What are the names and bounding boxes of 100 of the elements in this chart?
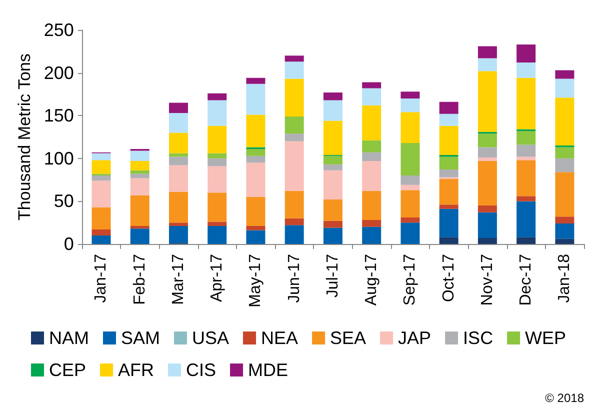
x-tick-label: Nov-17 [478, 254, 496, 306]
legend-label: NAM [49, 328, 89, 348]
bar [284, 218, 304, 226]
bar [168, 192, 188, 223]
bar [362, 88, 382, 106]
bar [555, 223, 574, 239]
bar [400, 184, 420, 190]
bar [516, 196, 536, 202]
bar [400, 217, 420, 223]
legend-label: NEA [261, 328, 298, 348]
bar [516, 78, 536, 130]
bar [439, 204, 458, 209]
bar [130, 160, 150, 170]
y-tick-label: 150 [44, 106, 74, 126]
legend-label: USA [192, 328, 230, 348]
bar [284, 225, 304, 244]
bar [362, 105, 382, 140]
y-tick-label: 0 [64, 234, 74, 254]
bar [400, 176, 420, 185]
bar [168, 222, 188, 226]
bar [208, 126, 227, 154]
bar [284, 62, 304, 79]
y-tick-label: 200 [44, 62, 74, 83]
bar [92, 176, 111, 181]
bar [246, 226, 266, 230]
bar [246, 84, 266, 115]
x-tick-label: Dec-17 [518, 254, 535, 306]
bar [478, 160, 497, 206]
bar [439, 237, 458, 244]
bar [323, 100, 342, 121]
bar [284, 78, 304, 116]
bar [168, 102, 188, 114]
bar [362, 226, 382, 244]
bar [478, 238, 497, 244]
bar [323, 170, 342, 200]
bar [323, 164, 342, 170]
legend-label: CIS [186, 360, 216, 380]
bar [439, 102, 458, 114]
bar [323, 220, 342, 228]
bar [323, 156, 342, 164]
y-tick-label: 50 [54, 191, 74, 212]
bar [555, 147, 574, 158]
bar [246, 230, 266, 244]
y-tick-label: 100 [44, 148, 74, 168]
bar [92, 235, 111, 244]
bar [323, 120, 342, 155]
bar [362, 190, 382, 220]
bar [208, 226, 227, 244]
bar [439, 170, 458, 178]
bar [246, 162, 266, 197]
bar [284, 190, 304, 218]
bar [400, 92, 420, 98]
x-tick-label: Aug-17 [363, 254, 380, 306]
bar [246, 78, 266, 84]
bar [439, 208, 458, 238]
bar [168, 132, 188, 154]
bar [168, 113, 188, 133]
x-tick-label: Mar-17 [170, 254, 187, 305]
x-tick-label: Sep-17 [402, 254, 419, 306]
text: © 2018 [545, 391, 584, 405]
bar [516, 62, 536, 78]
bar [168, 156, 188, 166]
bar [516, 131, 536, 145]
bar [130, 150, 150, 161]
bar [130, 170, 150, 174]
bar [400, 190, 420, 218]
bar [284, 134, 304, 142]
bar [208, 192, 227, 222]
y-axis-title: Thousand Metric Tons [15, 54, 34, 220]
bar [208, 93, 227, 100]
bar [516, 144, 536, 157]
bar [208, 166, 227, 193]
x-tick-label: Jul-17 [324, 254, 342, 298]
x-tick-label: Jan-17 [92, 254, 110, 303]
bar [246, 148, 266, 156]
bar [284, 56, 304, 62]
bar [362, 220, 382, 227]
bar [168, 165, 188, 192]
bar [92, 229, 111, 236]
bar [439, 156, 458, 170]
bar [516, 156, 536, 160]
bar [323, 92, 342, 100]
bar [478, 46, 497, 58]
bar [478, 147, 497, 158]
bar [92, 180, 111, 208]
legend-label: ISC [463, 328, 494, 348]
bar [92, 207, 111, 230]
bar [323, 199, 342, 221]
bar [555, 98, 574, 146]
bar [516, 201, 536, 238]
bar [478, 205, 497, 212]
bar [555, 216, 574, 224]
x-tick-label: Apr-17 [208, 254, 226, 302]
y-tick-label: 250 [44, 20, 74, 40]
bar [478, 158, 497, 161]
bar [555, 78, 574, 98]
bar [246, 196, 266, 226]
bar [478, 71, 497, 132]
x-tick-label: Feb-17 [131, 254, 148, 305]
bar [130, 226, 150, 229]
